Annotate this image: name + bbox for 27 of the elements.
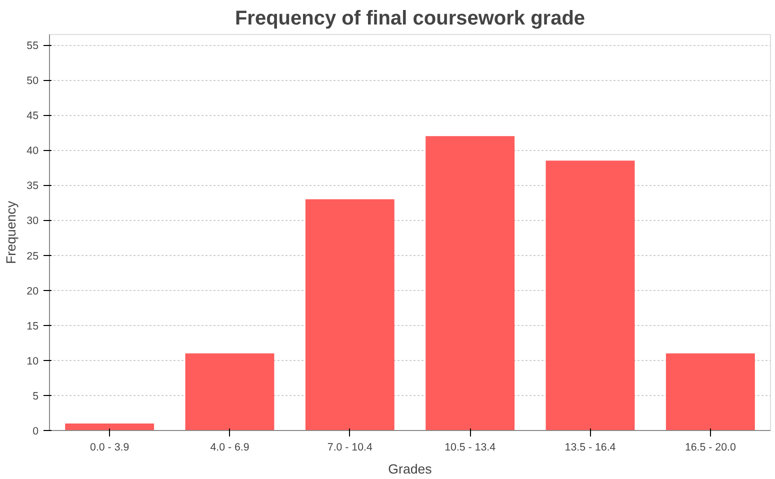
y-axis-title: Frequency [4, 200, 19, 264]
bar [666, 353, 755, 430]
bar [305, 199, 394, 430]
y-tick-label: 5 [32, 390, 39, 402]
y-tick-label: 45 [26, 110, 39, 122]
chart-title: Frequency of final coursework grade [234, 8, 586, 30]
x-tick-label: 13.5 - 16.4 [564, 442, 616, 454]
y-tick-label: 15 [26, 320, 39, 332]
x-tick-label: 7.0 - 10.4 [327, 442, 372, 454]
x-tick-label: 4.0 - 6.9 [210, 442, 250, 454]
x-tick-label: 16.5 - 20.0 [684, 442, 736, 454]
y-tick-label: 35 [26, 180, 39, 192]
x-axis-title: Grades [388, 462, 432, 476]
y-tick-label: 55 [26, 40, 39, 52]
bar [185, 353, 274, 430]
x-tick-label: 10.5 - 13.4 [444, 442, 496, 454]
y-tick-label: 40 [26, 145, 39, 158]
y-tick-label: 20 [26, 285, 39, 298]
bar [65, 423, 154, 430]
y-tick-label: 25 [26, 250, 39, 262]
x-tick-label: 0.0 - 3.9 [90, 442, 130, 454]
y-tick-label: 30 [26, 215, 39, 228]
y-tick-label: 0 [32, 426, 39, 438]
bar [426, 136, 515, 430]
y-tick-label: 50 [26, 75, 39, 88]
y-tick-label: 10 [26, 355, 39, 368]
bar [546, 160, 635, 430]
